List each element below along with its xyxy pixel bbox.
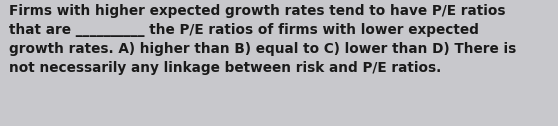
Text: Firms with higher expected growth rates tend to have P/E ratios
that are _______: Firms with higher expected growth rates … xyxy=(9,4,516,75)
